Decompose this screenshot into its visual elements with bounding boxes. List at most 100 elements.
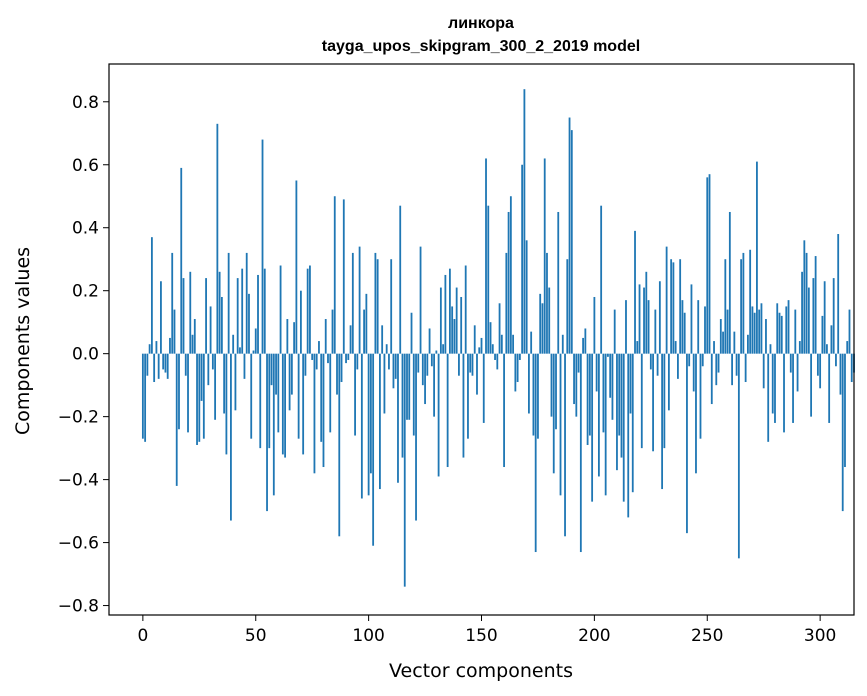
bar-299 (816, 353, 819, 376)
bar-234 (670, 259, 673, 354)
bar-47 (248, 293, 250, 354)
bar-223 (645, 271, 648, 354)
bar-57 (270, 353, 273, 386)
bar-149 (478, 347, 481, 354)
bar-101 (369, 353, 372, 474)
bar-178 (543, 158, 546, 354)
bar-108 (385, 344, 388, 354)
bar-81 (324, 319, 327, 354)
bar-128 (430, 353, 433, 367)
chart-title-line-1: линкора (448, 15, 514, 32)
bar-90 (345, 353, 347, 364)
bar-312 (846, 341, 849, 354)
bar-148 (476, 353, 478, 395)
bar-311 (844, 353, 846, 468)
bar-145 (469, 353, 472, 373)
bar-5 (153, 353, 156, 383)
bar-198 (588, 353, 591, 436)
bar-112 (394, 353, 397, 379)
bar-136 (448, 268, 451, 354)
bar-237 (677, 353, 679, 379)
bar-46 (245, 252, 248, 354)
bar-93 (351, 252, 354, 354)
bar-169 (523, 89, 526, 354)
bar-51 (257, 274, 259, 354)
bar-227 (654, 309, 657, 354)
bar-3 (148, 344, 151, 354)
bar-19 (184, 353, 187, 376)
bar-156 (494, 353, 496, 360)
bar-23 (193, 319, 196, 354)
bar-245 (695, 353, 697, 474)
bar-78 (318, 341, 320, 354)
bar-194 (579, 353, 582, 553)
bar-200 (593, 296, 596, 354)
bar-71 (302, 353, 305, 455)
bar-12 (169, 337, 171, 354)
bar-205 (604, 353, 607, 496)
bar-97 (360, 353, 363, 499)
bar-222 (643, 287, 645, 354)
bar-147 (473, 325, 476, 354)
bar-64 (286, 319, 289, 354)
bar-79 (320, 353, 323, 442)
bar-153 (487, 205, 490, 354)
bar-158 (498, 303, 501, 354)
bar-75 (311, 353, 314, 360)
bar-229 (658, 281, 661, 354)
bar-176 (539, 293, 542, 354)
bar-211 (618, 353, 621, 436)
bar-159 (500, 334, 503, 354)
bar-197 (586, 353, 589, 445)
bar-246 (697, 300, 700, 354)
bar-73 (306, 268, 309, 354)
bar-141 (460, 296, 463, 354)
bar-91 (347, 353, 350, 360)
bar-189 (568, 117, 571, 354)
bar-207 (609, 353, 612, 398)
bar-256 (719, 319, 722, 354)
bar-182 (552, 353, 555, 474)
bar-296 (810, 353, 813, 417)
bar-196 (584, 328, 587, 354)
bar-121 (415, 353, 417, 521)
bar-74 (309, 265, 311, 354)
bar-14 (173, 309, 176, 354)
y-axis-ticks: −0.8 −0.6 −0.4 −0.2 0.0 0.2 0.4 0.6 0.8 (58, 93, 109, 617)
bar-83 (329, 353, 332, 433)
bar-175 (537, 353, 539, 439)
y-tick-label: −0.2 (58, 408, 99, 428)
bar-100 (367, 353, 370, 496)
bar-68 (295, 180, 298, 354)
bar-20 (187, 353, 189, 433)
bar-308 (837, 234, 840, 354)
bar-25 (198, 353, 201, 442)
x-tick-label: 300 (804, 626, 836, 646)
bar-8 (160, 281, 162, 354)
bar-277 (767, 353, 770, 442)
bar-99 (365, 293, 368, 354)
bar-133 (442, 344, 445, 354)
bar-292 (801, 271, 803, 354)
bar-35 (220, 296, 223, 354)
bar-84 (331, 309, 334, 354)
bar-244 (692, 353, 695, 392)
bar-117 (406, 353, 408, 420)
bar-170 (525, 240, 528, 354)
bar-162 (507, 211, 510, 354)
y-tick-label: −0.8 (58, 597, 99, 617)
bar-130 (435, 350, 438, 354)
bar-247 (699, 353, 702, 439)
bar-111 (392, 353, 395, 389)
bar-132 (439, 287, 442, 354)
bar-272 (756, 161, 758, 354)
bar-300 (819, 353, 822, 389)
bar-195 (582, 337, 584, 354)
bar-204 (602, 353, 605, 433)
bar-134 (444, 274, 447, 354)
bar-124 (421, 353, 424, 386)
bar-221 (640, 353, 643, 449)
bar-28 (205, 278, 207, 354)
bar-109 (388, 353, 390, 370)
